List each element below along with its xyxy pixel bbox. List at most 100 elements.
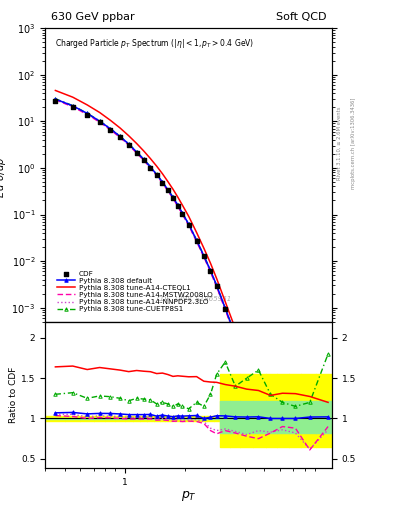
- Pythia 8.308 tune-A14-CTEQL1: [175, 194, 180, 200]
- Pythia 8.308 tune-CUETP8S1: [134, 148, 139, 155]
- Pythia 8.308 tune-A14-CTEQL1: [208, 260, 213, 266]
- CDF: [107, 126, 114, 134]
- Pythia 8.308 tune-A14-CTEQL1: [134, 140, 139, 146]
- CDF: [279, 480, 286, 488]
- Pythia 8.308 tune-A14-CTEQL1: [268, 433, 273, 439]
- Pythia 8.308 tune-A14-MSTW2008LO: [256, 400, 261, 407]
- Pythia 8.308 default: [233, 332, 238, 338]
- Pythia 8.308 tune-A14-CTEQL1: [233, 326, 238, 332]
- Pythia 8.308 default: [97, 118, 102, 124]
- Pythia 8.308 default: [223, 305, 228, 311]
- Pythia 8.308 tune-A14-CTEQL1: [256, 393, 261, 399]
- Pythia 8.308 tune-A14-NNPDF2.3LO: [148, 164, 153, 170]
- Pythia 8.308 tune-A14-NNPDF2.3LO: [214, 284, 219, 290]
- Pythia 8.308 tune-A14-NNPDF2.3LO: [256, 400, 261, 406]
- Pythia 8.308 tune-CUETP8S1: [175, 202, 180, 208]
- Pythia 8.308 tune-CUETP8S1: [208, 267, 213, 273]
- Pythia 8.308 tune-CUETP8S1: [70, 102, 75, 109]
- Pythia 8.308 tune-A14-NNPDF2.3LO: [108, 126, 113, 133]
- Pythia 8.308 tune-A14-NNPDF2.3LO: [208, 268, 213, 274]
- Pythia 8.308 tune-CUETP8S1: [202, 252, 206, 259]
- Pythia 8.308 tune-CUETP8S1: [180, 210, 185, 216]
- Pythia 8.308 tune-CUETP8S1: [244, 363, 249, 369]
- Pythia 8.308 default: [280, 481, 285, 487]
- Pythia 8.308 tune-A14-CTEQL1: [223, 298, 228, 305]
- Pythia 8.308 tune-A14-CTEQL1: [97, 110, 102, 116]
- Pythia 8.308 tune-A14-NNPDF2.3LO: [127, 142, 131, 148]
- Pythia 8.308 tune-A14-CTEQL1: [186, 214, 191, 220]
- Pythia 8.308 tune-A14-MSTW2008LO: [268, 440, 273, 446]
- Line: Pythia 8.308 default: Pythia 8.308 default: [54, 97, 330, 512]
- Line: Pythia 8.308 tune-A14-CTEQL1: Pythia 8.308 tune-A14-CTEQL1: [55, 91, 328, 512]
- CDF: [165, 186, 171, 195]
- Pythia 8.308 tune-CUETP8S1: [165, 186, 170, 193]
- Pythia 8.308 default: [165, 187, 170, 193]
- Pythia 8.308 tune-A14-MSTW2008LO: [154, 173, 159, 179]
- Pythia 8.308 tune-A14-CTEQL1: [244, 357, 249, 363]
- Pythia 8.308 tune-A14-MSTW2008LO: [180, 211, 185, 218]
- CDF: [159, 179, 165, 187]
- Pythia 8.308 tune-A14-MSTW2008LO: [233, 334, 238, 340]
- Pythia 8.308 tune-A14-CTEQL1: [194, 229, 199, 236]
- CDF: [208, 267, 214, 275]
- Pythia 8.308 tune-A14-CTEQL1: [148, 156, 153, 162]
- Pythia 8.308 tune-A14-CTEQL1: [154, 163, 159, 169]
- Pythia 8.308 tune-CUETP8S1: [148, 164, 153, 170]
- CDF: [244, 362, 250, 371]
- Pythia 8.308 tune-A14-CTEQL1: [70, 94, 75, 100]
- Pythia 8.308 tune-A14-CTEQL1: [53, 88, 58, 94]
- Pythia 8.308 tune-A14-MSTW2008LO: [118, 135, 123, 141]
- Pythia 8.308 tune-A14-MSTW2008LO: [223, 307, 228, 313]
- Pythia 8.308 tune-A14-MSTW2008LO: [244, 365, 249, 371]
- CDF: [185, 221, 192, 229]
- Pythia 8.308 tune-A14-MSTW2008LO: [134, 150, 139, 156]
- CDF: [179, 209, 185, 218]
- Pythia 8.308 default: [118, 133, 123, 139]
- Pythia 8.308 tune-A14-CTEQL1: [118, 125, 123, 131]
- Pythia 8.308 tune-A14-MSTW2008LO: [280, 483, 285, 489]
- Pythia 8.308 tune-CUETP8S1: [127, 141, 131, 147]
- CDF: [222, 305, 228, 313]
- Pythia 8.308 default: [214, 283, 219, 289]
- Pythia 8.308 tune-A14-MSTW2008LO: [127, 142, 131, 148]
- Pythia 8.308 tune-A14-MSTW2008LO: [171, 195, 175, 201]
- Pythia 8.308 tune-A14-NNPDF2.3LO: [223, 306, 228, 312]
- Pythia 8.308 tune-CUETP8S1: [154, 172, 159, 178]
- Pythia 8.308 tune-A14-NNPDF2.3LO: [186, 222, 191, 228]
- Line: Pythia 8.308 tune-CUETP8S1: Pythia 8.308 tune-CUETP8S1: [54, 97, 330, 512]
- CDF: [193, 237, 200, 245]
- Pythia 8.308 tune-A14-NNPDF2.3LO: [160, 180, 165, 186]
- CDF: [174, 202, 181, 210]
- Pythia 8.308 tune-A14-CTEQL1: [171, 186, 175, 192]
- Pythia 8.308 tune-A14-MSTW2008LO: [160, 180, 165, 186]
- X-axis label: $p_T$: $p_T$: [181, 488, 196, 503]
- Pythia 8.308 default: [108, 126, 113, 132]
- Pythia 8.308 tune-A14-MSTW2008LO: [141, 158, 146, 164]
- Pythia 8.308 tune-CUETP8S1: [280, 482, 285, 488]
- Pythia 8.308 default: [160, 179, 165, 185]
- Text: CDF_1998_S1865951: CDF_1998_S1865951: [157, 295, 232, 302]
- Pythia 8.308 tune-A14-MSTW2008LO: [208, 269, 213, 275]
- Pythia 8.308 tune-CUETP8S1: [160, 179, 165, 185]
- CDF: [117, 134, 123, 142]
- Pythia 8.308 tune-A14-NNPDF2.3LO: [141, 157, 146, 163]
- Pythia 8.308 tune-A14-MSTW2008LO: [70, 104, 75, 110]
- Pythia 8.308 tune-A14-CTEQL1: [108, 117, 113, 123]
- Pythia 8.308 tune-A14-NNPDF2.3LO: [194, 238, 199, 244]
- Pythia 8.308 tune-A14-NNPDF2.3LO: [154, 172, 159, 178]
- Pythia 8.308 tune-CUETP8S1: [85, 110, 90, 116]
- Pythia 8.308 default: [127, 141, 131, 147]
- Pythia 8.308 default: [175, 202, 180, 208]
- Pythia 8.308 tune-A14-NNPDF2.3LO: [233, 334, 238, 340]
- Pythia 8.308 tune-A14-NNPDF2.3LO: [180, 211, 185, 217]
- Text: Rivet 3.1.10, ≥ 2.6M events: Rivet 3.1.10, ≥ 2.6M events: [337, 106, 342, 180]
- CDF: [170, 194, 176, 202]
- Legend: CDF, Pythia 8.308 default, Pythia 8.308 tune-A14-CTEQL1, Pythia 8.308 tune-A14-M: CDF, Pythia 8.308 default, Pythia 8.308 …: [55, 268, 216, 315]
- Pythia 8.308 tune-A14-CTEQL1: [127, 133, 131, 139]
- CDF: [134, 149, 140, 157]
- Text: Soft QCD: Soft QCD: [276, 12, 326, 23]
- Pythia 8.308 tune-A14-NNPDF2.3LO: [165, 187, 170, 194]
- CDF: [84, 111, 90, 119]
- Pythia 8.308 default: [134, 149, 139, 155]
- Pythia 8.308 tune-A14-NNPDF2.3LO: [85, 111, 90, 117]
